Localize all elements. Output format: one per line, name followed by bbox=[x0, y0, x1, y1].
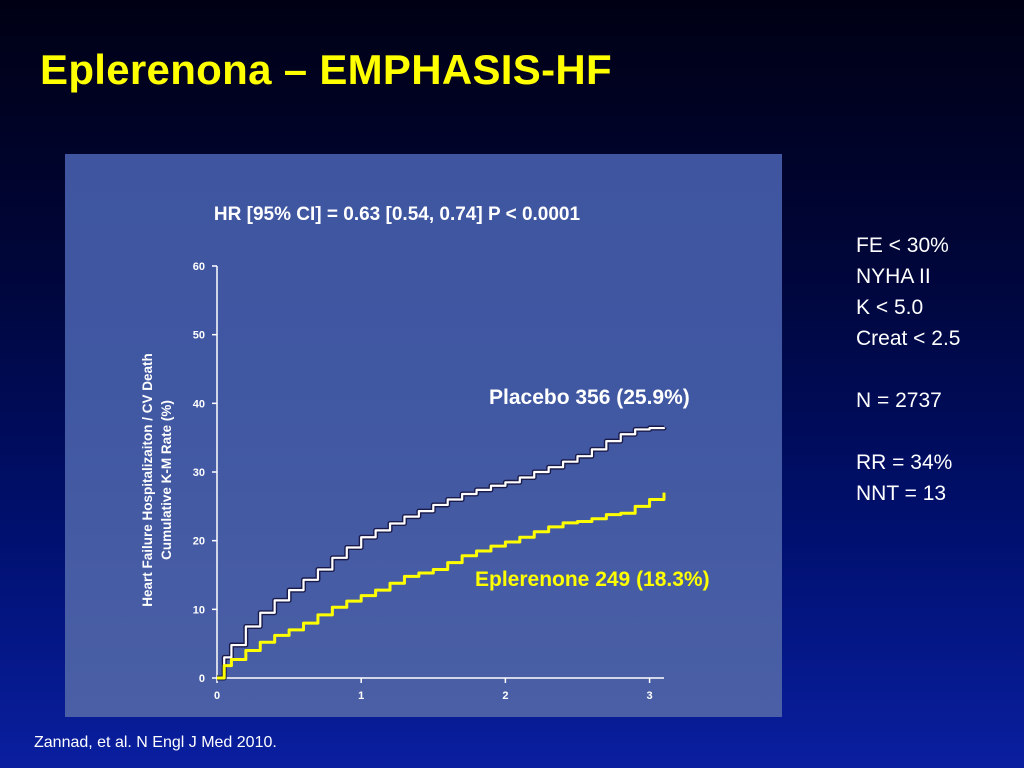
x-tick-label: 2 bbox=[502, 690, 508, 702]
x-tick-label: 0 bbox=[214, 690, 220, 702]
y-tick-label: 20 bbox=[193, 536, 205, 548]
series-label-eplerenone: Eplerenone 249 (18.3%) bbox=[475, 568, 710, 591]
y-tick-label: 0 bbox=[199, 673, 205, 685]
placebo-series-outline bbox=[217, 425, 667, 681]
km-chart: HR [95% CI] = 0.63 [0.54, 0.74] P < 0.00… bbox=[140, 204, 710, 702]
note-nyha-class: NYHA II bbox=[856, 265, 931, 288]
note-potassium: K < 5.0 bbox=[856, 296, 924, 319]
note-sample-size: N = 2737 bbox=[856, 389, 942, 412]
note-spacer bbox=[856, 354, 960, 385]
y-tick-label: 30 bbox=[193, 467, 205, 479]
series-label-placebo: Placebo 356 (25.9%) bbox=[489, 386, 690, 409]
chart-title: HR [95% CI] = 0.63 [0.54, 0.74] P < 0.00… bbox=[214, 204, 581, 225]
study-criteria-notes: FE < 30% NYHA II K < 5.0 Creat < 2.5 N =… bbox=[856, 230, 960, 509]
citation: Zannad, et al. N Engl J Med 2010. bbox=[34, 734, 277, 751]
x-tick-label: 1 bbox=[358, 690, 364, 702]
y-tick-label: 50 bbox=[193, 330, 205, 342]
y-tick-label: 60 bbox=[193, 261, 205, 273]
km-chart-panel: HR [95% CI] = 0.63 [0.54, 0.74] P < 0.00… bbox=[65, 154, 782, 717]
note-creatinine: Creat < 2.5 bbox=[856, 327, 961, 350]
y-axis-label-line1: Heart Failure Hospitalizaiton / CV Death bbox=[140, 353, 155, 607]
eplerenone-series-line bbox=[217, 492, 666, 680]
note-nnt: NNT = 13 bbox=[856, 482, 947, 505]
y-axis-label-line2: Cumulative K-M Rate (%) bbox=[159, 400, 174, 560]
y-tick-label: 40 bbox=[193, 398, 205, 410]
note-ejection-fraction: FE < 30% bbox=[856, 234, 949, 257]
note-relative-risk: RR = 34% bbox=[856, 451, 953, 474]
x-tick-label: 3 bbox=[647, 690, 653, 702]
note-spacer bbox=[856, 416, 960, 447]
slide-title: Eplerenona – EMPHASIS-HF bbox=[40, 46, 612, 93]
y-tick-label: 10 bbox=[193, 604, 205, 616]
placebo-series-line bbox=[217, 426, 666, 680]
